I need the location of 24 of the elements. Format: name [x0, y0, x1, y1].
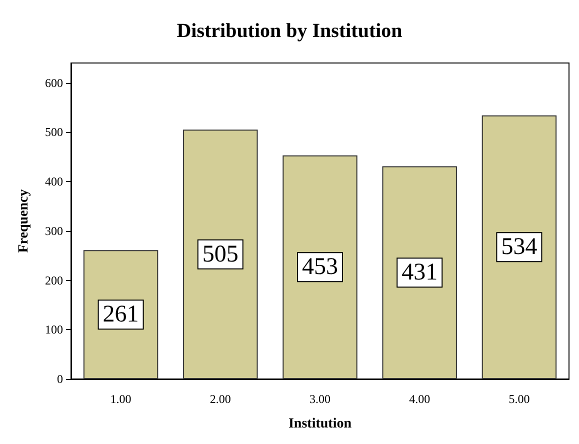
x-tick-label: 2.00	[210, 392, 231, 406]
bar	[382, 166, 457, 379]
x-axis-title: Institution	[288, 416, 352, 432]
y-tick-label: 600	[45, 76, 63, 90]
data-label: 505	[202, 241, 238, 268]
y-tick-label: 200	[45, 273, 63, 288]
y-tick-label: 0	[57, 372, 63, 386]
x-tick-label: 3.00	[310, 392, 330, 406]
x-tick-label: 5.00	[508, 392, 530, 406]
data-label: 453	[302, 254, 338, 280]
bar	[282, 155, 358, 379]
y-tick-label: 300	[45, 224, 63, 238]
x-tick-label: 4.00	[409, 392, 430, 406]
y-tick-label: 500	[45, 125, 63, 140]
chart-title: Distribution by Institution	[176, 20, 402, 42]
y-axis-title: Frequency	[16, 189, 32, 253]
data-label: 534	[501, 234, 538, 260]
data-label: 431	[402, 260, 438, 286]
data-label: 261	[102, 302, 139, 328]
x-tick-label: 1.00	[110, 392, 132, 406]
bar	[183, 130, 258, 379]
y-tick-label: 400	[45, 174, 63, 188]
bar	[482, 115, 557, 379]
y-tick-label: 100	[45, 322, 63, 337]
